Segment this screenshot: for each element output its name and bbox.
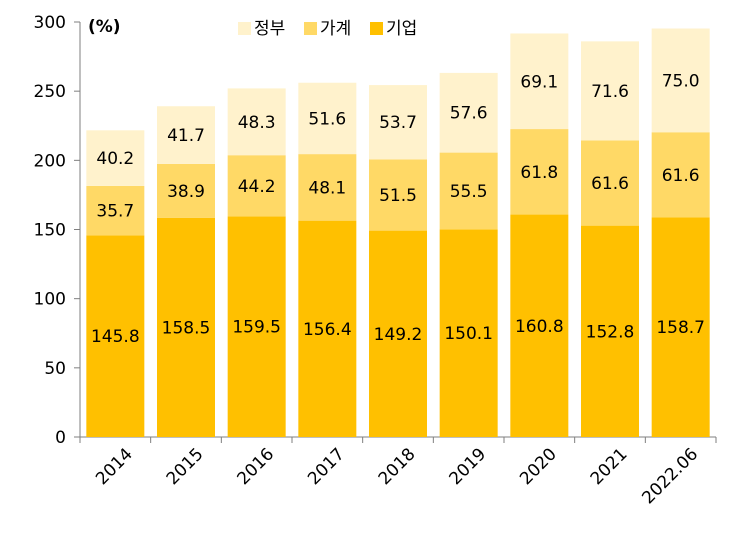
legend-label: 기업	[386, 19, 417, 39]
y-axis: 0 50 100 150 200 250 300	[34, 13, 81, 448]
bar-segment	[510, 214, 569, 437]
bar-segment	[581, 225, 639, 437]
bar-segment	[439, 152, 498, 230]
bar-segment	[227, 88, 286, 156]
legend-swatch	[370, 22, 383, 35]
data-label: 160.8	[515, 317, 564, 337]
x-tick-label: 2021	[587, 444, 632, 489]
data-label: 156.4	[303, 320, 352, 340]
data-label: 149.2	[374, 325, 423, 345]
y-tick-label: 300	[34, 13, 66, 33]
data-label: 61.6	[662, 166, 700, 186]
data-label: 158.5	[162, 318, 211, 338]
data-label: 69.1	[520, 72, 558, 92]
bar-segment	[298, 82, 357, 155]
data-label: 40.2	[96, 149, 134, 169]
data-label: 51.6	[308, 109, 346, 129]
y-tick-label: 150	[34, 221, 66, 241]
bar-segment	[157, 217, 215, 437]
y-tick-label: 200	[34, 151, 66, 171]
data-label: 41.7	[167, 126, 205, 146]
legend-label: 가계	[320, 19, 351, 39]
data-label: 44.2	[238, 177, 276, 197]
x-tick-label: 2020	[516, 444, 561, 489]
data-label: 158.7	[656, 318, 705, 338]
data-label: 61.6	[591, 174, 629, 194]
bars	[86, 28, 710, 437]
bar-segment	[439, 229, 498, 437]
data-label: 152.8	[586, 322, 635, 342]
x-tick-label: 2017	[304, 444, 349, 489]
y-tick-label: 0	[55, 428, 66, 448]
data-label: 150.1	[444, 324, 493, 344]
bar-segment	[369, 159, 427, 231]
y-tick-label: 100	[34, 290, 66, 310]
x-tick-label: 2015	[163, 444, 208, 489]
unit-label: (%)	[88, 17, 121, 37]
x-tick-label: 2018	[375, 444, 420, 489]
data-label: 48.3	[238, 113, 276, 133]
legend: 정부 가계 기업	[238, 19, 417, 39]
data-label: 38.9	[167, 182, 205, 202]
bar-segment	[298, 220, 357, 437]
data-label: 55.5	[450, 182, 488, 202]
legend-swatch	[304, 22, 317, 35]
legend-swatch	[238, 22, 251, 35]
bar-segment	[227, 155, 286, 217]
bar-segment	[298, 154, 357, 221]
x-tick-label: 2016	[233, 444, 278, 489]
bar-segment	[510, 33, 569, 130]
legend-label: 정부	[254, 19, 285, 39]
x-tick-label: 2014	[92, 444, 137, 489]
data-labels: 145.8 35.7 40.2 158.5 38.9 41.7 159.5 44.2 48.3 1…	[91, 71, 705, 347]
bar-segment	[86, 130, 145, 186]
x-axis: 2014 2015 2016 2017 2018 2019 2020 2021 2022.06	[79, 436, 717, 508]
x-tick-label: 2019	[445, 444, 490, 489]
data-label: 71.6	[591, 82, 629, 102]
data-label: 61.8	[520, 163, 558, 183]
bar-segment	[369, 230, 427, 437]
bar-segment	[86, 235, 145, 437]
data-label: 159.5	[232, 318, 281, 338]
bar-segment	[157, 163, 215, 218]
data-label: 48.1	[308, 178, 346, 198]
data-label: 35.7	[96, 202, 134, 222]
bar-segment	[581, 41, 639, 141]
bar-segment	[157, 106, 215, 164]
data-label: 53.7	[379, 113, 417, 133]
bar-segment	[227, 216, 286, 437]
data-label: 57.6	[450, 104, 488, 124]
bar-segment	[651, 28, 710, 133]
y-tick-label: 250	[34, 82, 66, 102]
bar-segment	[651, 217, 710, 437]
x-tick-label: 2022.06	[638, 444, 702, 508]
bar-segment	[439, 72, 498, 153]
bar-segment	[581, 140, 639, 226]
data-label: 51.5	[379, 186, 417, 206]
data-label: 75.0	[662, 71, 700, 91]
data-label: 145.8	[91, 327, 140, 347]
bar-segment	[369, 85, 427, 160]
bar-segment	[86, 185, 145, 236]
y-tick-label: 50	[44, 359, 66, 379]
bar-segment	[510, 129, 569, 215]
bar-segment	[651, 132, 710, 218]
